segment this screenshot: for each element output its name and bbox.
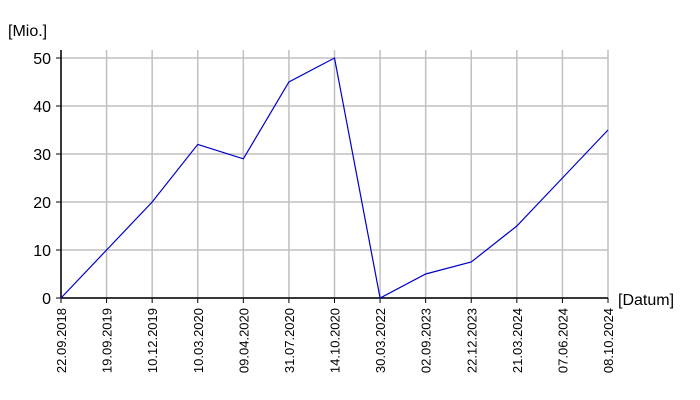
x-tick-label: 21.03.2024 — [510, 308, 525, 373]
x-tick-label: 19.09.2019 — [100, 308, 115, 373]
y-tick-label: 30 — [33, 147, 51, 164]
x-tick-label: 10.12.2019 — [145, 308, 160, 373]
x-tick-label: 07.06.2024 — [555, 308, 570, 373]
data-line — [60, 57, 609, 299]
y-axis-label: [Mio.] — [8, 23, 47, 40]
x-tick-label: 14.10.2020 — [328, 308, 343, 373]
y-tick-label: 50 — [33, 51, 51, 68]
x-tick-label: 02.09.2023 — [419, 308, 434, 373]
x-tick-label: 22.12.2023 — [464, 308, 479, 373]
x-tick-label: 08.10.2024 — [601, 308, 616, 373]
x-axis-label: [Datum] — [618, 292, 674, 309]
x-tick-label: 10.03.2020 — [191, 308, 206, 373]
x-tick-label: 30.03.2022 — [373, 308, 388, 373]
y-tick-label: 20 — [33, 195, 51, 212]
y-tick-label: 40 — [33, 99, 51, 116]
y-tick-label: 0 — [42, 291, 51, 308]
x-tick-label: 22.09.2018 — [54, 308, 69, 373]
x-tick-label: 31.07.2020 — [282, 308, 297, 373]
x-tick-label: 09.04.2020 — [236, 308, 251, 373]
y-tick-label: 10 — [33, 243, 51, 260]
